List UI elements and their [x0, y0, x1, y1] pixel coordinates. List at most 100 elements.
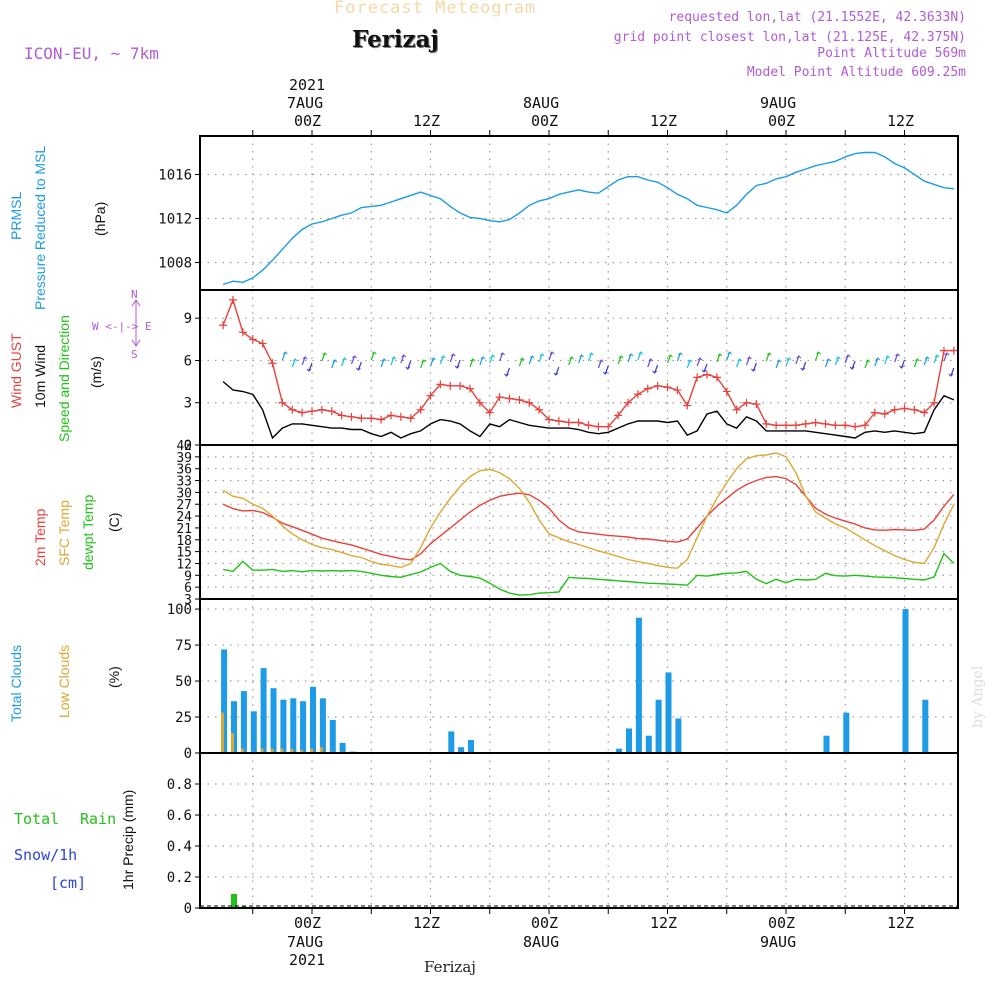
- wind-arrow-66: [933, 354, 938, 364]
- wind-arrow-55: [824, 358, 830, 368]
- wind-arrowhead-18: [454, 365, 460, 369]
- wind-arrow-48: [752, 362, 757, 372]
- wind-arrow-44: [716, 353, 721, 363]
- bar-total-clouds-7: [290, 698, 297, 753]
- wind-arrowhead-38: [652, 370, 657, 374]
- gust-marker-28: [495, 393, 504, 402]
- wind-arrow-18: [456, 359, 461, 369]
- bottom-date-2: 8AUG: [523, 933, 560, 951]
- wind-arrow-46: [736, 358, 741, 368]
- gust-marker-65: [861, 421, 869, 430]
- wind-arrow-21: [489, 354, 494, 364]
- gust-marker-35: [564, 418, 573, 427]
- panel-frame-0: [199, 135, 959, 291]
- bar-low-clouds-8: [300, 750, 304, 753]
- wind-arrow-61: [884, 355, 889, 365]
- wind-arrow-32: [597, 359, 602, 369]
- gust-marker-68: [890, 405, 899, 414]
- point-altitude: Point Altitude 569m: [817, 46, 966, 61]
- wind-arrowhead-29: [569, 356, 575, 360]
- gust-marker-20: [416, 405, 425, 414]
- gust-marker-11: [327, 407, 336, 416]
- gust-marker-17: [387, 411, 395, 420]
- wind-arrowhead-2: [302, 356, 308, 360]
- gust-marker-59: [801, 419, 810, 428]
- wind-arrowhead-24: [520, 357, 525, 361]
- ytick-label-2-0: 3: [184, 593, 192, 608]
- wind-arrowhead-37: [648, 358, 654, 362]
- gust-marker-51: [722, 387, 731, 396]
- wind-arrowhead-6: [342, 357, 347, 361]
- gust-marker-69: [900, 404, 909, 413]
- wind-arrowhead-48: [751, 368, 756, 372]
- wind-arrowhead-47: [747, 356, 752, 360]
- wind-arrowhead-63: [899, 365, 904, 369]
- wind-arrowhead-25: [529, 355, 535, 359]
- ytick-label-2-7: 24: [176, 510, 192, 525]
- gust-marker-54: [752, 400, 761, 409]
- wind-arrow-29: [568, 356, 573, 366]
- gust-marker-42: [633, 390, 642, 399]
- wind-arrow-8: [357, 361, 362, 371]
- bar-total-clouds-40: [616, 748, 623, 753]
- ytick-label-2-5: 18: [176, 534, 192, 549]
- gust-marker-6: [278, 398, 287, 407]
- wind-arrow-3: [308, 362, 313, 372]
- location-title: Ferizaj: [352, 26, 439, 53]
- gust-marker-27: [485, 408, 494, 417]
- gust-marker-63: [841, 421, 850, 430]
- bar-total-clouds-71: [922, 699, 929, 753]
- wind-arrowhead-34: [618, 355, 624, 359]
- bar-total-clouds-11: [329, 719, 336, 753]
- ytick-label-2-8: 27: [176, 498, 192, 513]
- gust-marker-12: [337, 411, 346, 420]
- wind-arrow-19: [469, 358, 474, 368]
- wind-arrowhead-13: [405, 366, 411, 370]
- gust-marker-57: [782, 421, 790, 430]
- bar-total-clouds-43: [645, 735, 652, 753]
- snow-unit-label: [cm]: [50, 874, 87, 892]
- wind-arrowhead-15: [431, 357, 436, 361]
- wind-arrowhead-43: [701, 369, 707, 373]
- ytick-label-1-0: 0: [184, 438, 192, 454]
- gust-marker-31: [525, 398, 534, 407]
- series-prmsl: [222, 151, 954, 286]
- gust-marker-7: [288, 405, 297, 414]
- wind-arrowhead-33: [602, 371, 608, 375]
- top-date-1: 7AUG: [287, 94, 324, 112]
- bar-total-clouds-6: [280, 699, 287, 753]
- ytick-label-3-2: 50: [175, 674, 192, 690]
- wind-arrowhead-56: [836, 356, 841, 360]
- gust-marker-22: [436, 380, 445, 389]
- gust-marker-74: [949, 346, 958, 355]
- bottom-date-1: 7AUG: [287, 933, 324, 951]
- ytick-label-0-2: 1016: [158, 168, 192, 184]
- gust-marker-39: [604, 422, 613, 431]
- wind-arrow-38: [654, 364, 659, 374]
- gust-marker-62: [831, 421, 840, 430]
- wind-arrowhead-10: [381, 358, 387, 362]
- bar-total-clouds-2: [240, 691, 247, 753]
- wind-arrowhead-58: [849, 366, 855, 370]
- wind-arrowhead-35: [628, 353, 634, 357]
- wind-arrowhead-40: [678, 352, 683, 356]
- gridpoint-coords: grid point closest lon,lat (21.125E, 42.…: [613, 30, 966, 45]
- wind-arrowhead-5: [332, 359, 338, 363]
- gust-marker-29: [505, 394, 514, 403]
- bar-total-clouds-1: [231, 701, 237, 753]
- wind-arrow-56: [834, 356, 839, 366]
- gust-marker-26: [475, 398, 484, 407]
- wind-arrow-15: [429, 357, 435, 367]
- wind-arrow-41: [686, 359, 691, 369]
- wind-arrow-22: [499, 352, 504, 362]
- wind-arrow-57: [844, 354, 849, 364]
- bar-total-clouds-24: [458, 747, 465, 753]
- series-sfc-temp: [222, 452, 955, 569]
- wind-arrow-53: [802, 361, 807, 371]
- wind-arrowhead-53: [800, 367, 806, 371]
- gust-marker-66: [870, 408, 879, 417]
- ytick-label-3-0: 0: [184, 746, 192, 762]
- gust-marker-36: [574, 418, 583, 427]
- gust-marker-53: [742, 398, 751, 407]
